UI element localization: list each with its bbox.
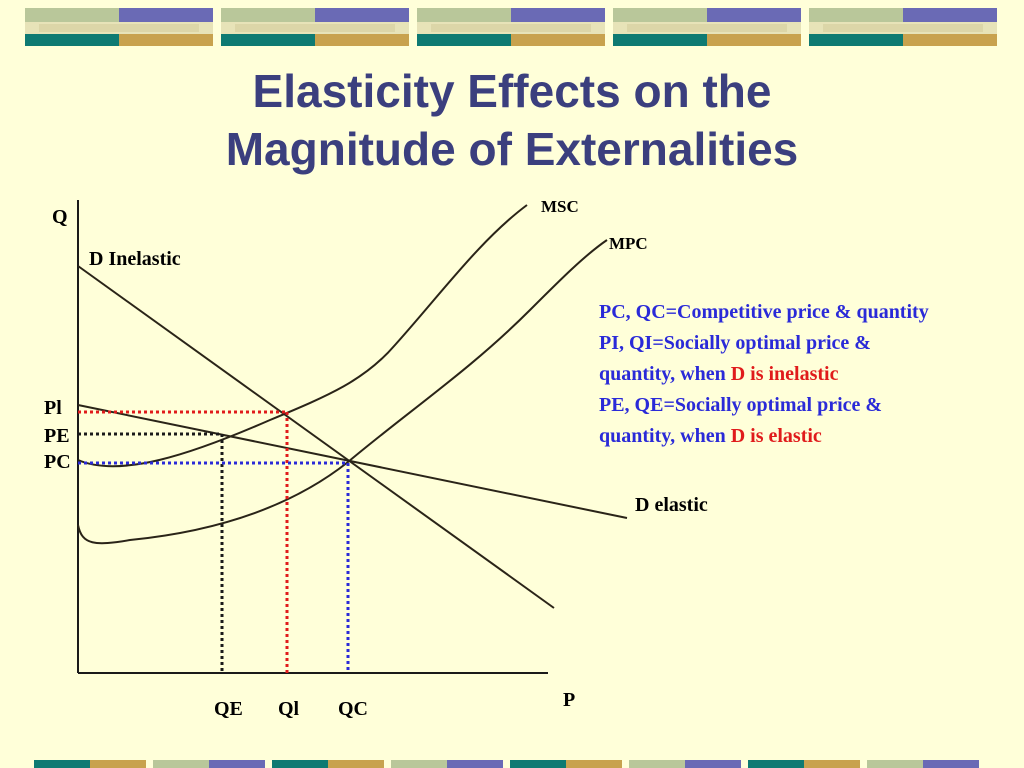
qe-label: QE bbox=[214, 698, 243, 720]
msc-curve bbox=[77, 204, 528, 468]
legend-line-1: PC, QC=Competitive price & quantity bbox=[599, 301, 929, 323]
mpc-label: MPC bbox=[609, 234, 648, 253]
deco-block bbox=[867, 760, 923, 768]
msc-label: MSC bbox=[541, 197, 579, 216]
legend-line-4: PE, QE=Socially optimal price & bbox=[599, 394, 883, 416]
deco-block bbox=[685, 760, 741, 768]
x-axis-label: P bbox=[563, 689, 576, 711]
deco-block bbox=[328, 760, 384, 768]
deco-tile bbox=[809, 8, 997, 46]
y-axis-label: Q bbox=[52, 206, 68, 228]
legend-line-5: quantity, when D is elastic bbox=[599, 421, 1024, 452]
deco-block bbox=[34, 760, 90, 768]
d-elastic-label: D elastic bbox=[635, 494, 708, 516]
legend-text: PC, QC=Competitive price & quantity PI, … bbox=[599, 297, 1024, 452]
slide-title: Elasticity Effects on the Magnitude of E… bbox=[0, 62, 1024, 178]
deco-block bbox=[566, 760, 622, 768]
d-elastic-curve bbox=[77, 404, 628, 519]
deco-block bbox=[153, 760, 209, 768]
pe-label: PE bbox=[44, 425, 70, 447]
legend-line-3: quantity, when D is inelastic bbox=[599, 359, 1024, 390]
deco-block bbox=[748, 760, 804, 768]
legend-line-3-prefix: quantity, when bbox=[599, 363, 731, 385]
deco-tile bbox=[221, 8, 409, 46]
qc-label: QC bbox=[338, 698, 368, 720]
deco-tile bbox=[613, 8, 801, 46]
deco-tile bbox=[25, 8, 213, 46]
mpc-curve bbox=[77, 239, 608, 545]
deco-block bbox=[923, 760, 979, 768]
deco-block bbox=[272, 760, 328, 768]
pc-label: PC bbox=[44, 451, 71, 473]
deco-block bbox=[391, 760, 447, 768]
deco-block bbox=[90, 760, 146, 768]
qi-label: Ql bbox=[278, 698, 300, 720]
deco-block bbox=[209, 760, 265, 768]
legend-line-5-prefix: quantity, when bbox=[599, 425, 731, 447]
legend-line-3-highlight: D is inelastic bbox=[730, 363, 839, 385]
slide-title-line-1: Elasticity Effects on the bbox=[252, 65, 772, 117]
legend-line-5-highlight: D is elastic bbox=[730, 425, 822, 447]
legend-line-2: PI, QI=Socially optimal price & bbox=[599, 332, 871, 354]
d-inelastic-label: D Inelastic bbox=[89, 248, 181, 270]
d-inelastic-curve bbox=[77, 265, 555, 609]
deco-tile bbox=[417, 8, 605, 46]
slide-title-line-2: Magnitude of Externalities bbox=[225, 123, 799, 175]
deco-block bbox=[804, 760, 860, 768]
deco-block bbox=[629, 760, 685, 768]
deco-block bbox=[447, 760, 503, 768]
deco-block bbox=[510, 760, 566, 768]
pi-label: Pl bbox=[44, 397, 62, 419]
